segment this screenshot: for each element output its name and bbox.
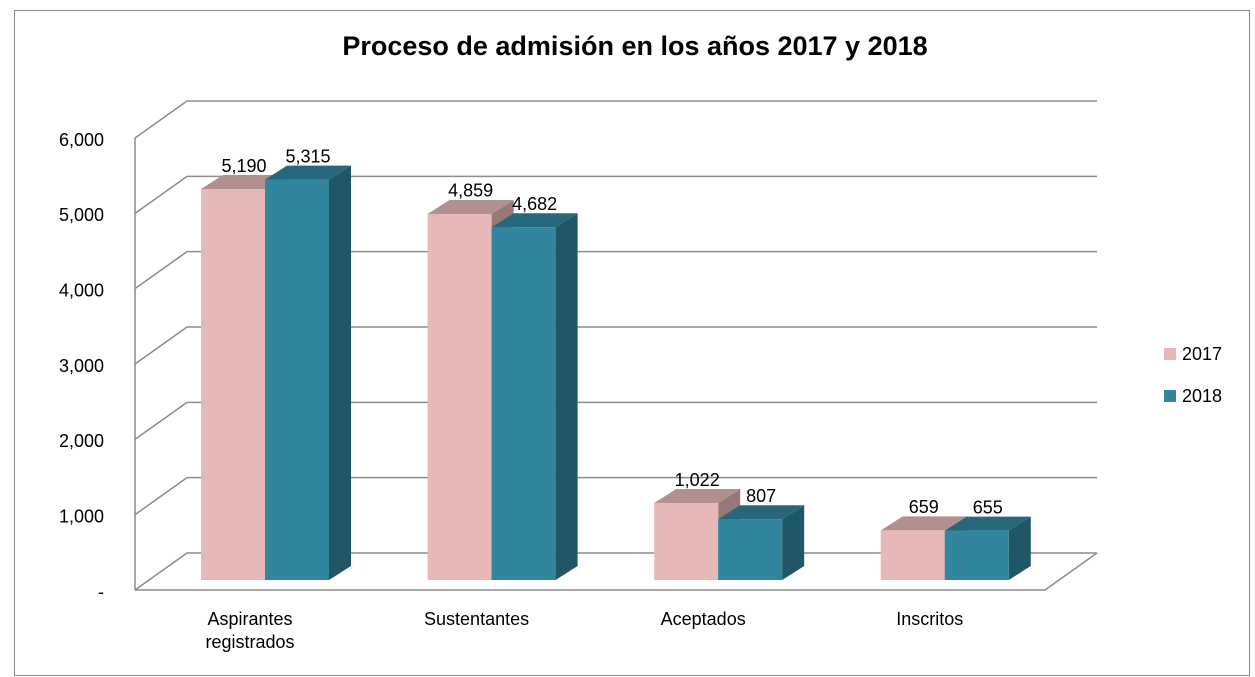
bar-top — [265, 165, 351, 180]
bar-front — [718, 519, 783, 580]
legend-swatch — [1164, 390, 1176, 402]
bar-side — [782, 505, 805, 580]
x-tick-label: Sustentantes — [424, 609, 530, 629]
y-tick-label: - — [98, 582, 104, 602]
bar — [944, 516, 1031, 580]
bar-front — [880, 530, 945, 580]
data-label: 659 — [909, 497, 939, 517]
legend-label: 2018 — [1182, 386, 1222, 406]
data-label: 5,190 — [221, 156, 266, 176]
x-tick-label: Aspirantes registrados — [205, 609, 295, 652]
bar — [718, 505, 805, 580]
y-tick-label: 5,000 — [59, 205, 104, 225]
data-label: 4,859 — [448, 181, 493, 201]
grid-line — [134, 250, 1097, 290]
y-tick-label: 3,000 — [59, 356, 104, 376]
chart-title: Proceso de admisión en los años 2017 y 2… — [342, 31, 927, 61]
bar-front — [265, 179, 329, 580]
bar-top — [427, 199, 514, 214]
bar-front — [654, 503, 719, 580]
bar-front — [427, 213, 492, 581]
data-label: 807 — [746, 486, 776, 506]
grid-line — [134, 401, 1097, 440]
grid-line — [134, 175, 1097, 214]
x-tick-label: Aceptados — [660, 609, 746, 629]
data-label: 655 — [973, 497, 1003, 517]
y-tick-label: 6,000 — [59, 130, 104, 150]
bar-top — [880, 516, 967, 531]
bar-top — [491, 213, 578, 228]
bar-side — [555, 213, 578, 580]
y-tick-label: 1,000 — [59, 506, 104, 526]
bar-front — [491, 227, 556, 580]
legend-swatch — [1164, 348, 1176, 360]
x-tick-label: Inscritos — [896, 609, 964, 629]
bar-side — [1008, 516, 1031, 580]
bar — [265, 165, 351, 580]
grid-line — [134, 326, 1097, 365]
bar-top — [654, 489, 741, 504]
data-label: 4,682 — [512, 194, 557, 214]
y-tick-label: 4,000 — [59, 280, 104, 300]
y-tick-label: 2,000 — [59, 431, 104, 451]
floor — [135, 552, 1098, 591]
bar-front — [944, 530, 1009, 580]
bar-top — [718, 505, 805, 520]
data-label: 5,315 — [285, 146, 330, 166]
grid-line — [134, 100, 1097, 139]
bar-front — [201, 189, 265, 580]
legend-label: 2017 — [1182, 344, 1222, 364]
grid-line — [134, 476, 1097, 516]
data-label: 1,022 — [675, 470, 720, 490]
bar — [491, 213, 578, 580]
bar-top — [944, 516, 1031, 531]
bar-side — [329, 165, 351, 580]
